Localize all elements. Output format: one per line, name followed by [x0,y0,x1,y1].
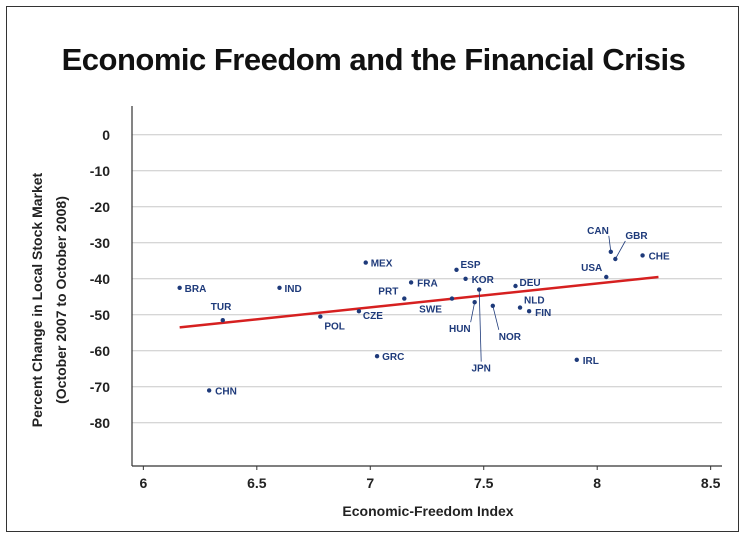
point-label: CAN [587,226,609,237]
data-point [574,357,579,362]
point-label: JPN [471,364,490,375]
leader-line [492,305,500,330]
point-label: FRA [417,278,438,289]
point-label: NOR [499,332,522,343]
x-tick-label: 6 [139,475,147,491]
point-label: HUN [449,324,471,335]
point-label: MEX [371,259,393,270]
point-label: GRC [382,352,404,363]
trendline-layer [179,275,659,329]
axes [131,106,722,470]
data-point [449,296,455,301]
data-point [454,267,459,272]
data-point [277,285,282,290]
leader-line [470,302,476,323]
data-point [374,354,380,359]
leader-line [608,235,612,252]
point-label: CZE [363,311,383,322]
tick-labels: 0 -10 -20 -30 -40 -50 -60 -70 -80 6 6.5 7 7.5 8 8.5 [90,127,721,491]
chart-title: Economic Freedom and the Financial Crisi… [61,42,686,77]
data-point [408,280,414,285]
data-point [513,283,518,289]
data-point [517,305,523,310]
trendline [179,275,659,329]
y-tick-label: -20 [90,199,110,215]
y-tick-label: -60 [90,343,110,359]
point-label: KOR [472,275,495,286]
data-point [476,287,482,292]
point-label: POL [324,322,345,333]
point-label: SWE [419,305,442,316]
point-label: NLD [524,296,545,307]
data-point [640,253,645,258]
point-label: DEU [520,278,541,289]
y-tick-label: -30 [90,235,110,251]
x-tick-label: 7 [366,475,374,491]
y-tick-label: -80 [90,415,110,431]
x-tick-label: 7.5 [474,475,494,491]
data-point [526,309,532,314]
point-label: GBR [625,231,648,242]
y-tick-label: 0 [102,127,110,143]
point-label: PRT [378,287,398,298]
point-label: BRA [185,284,207,295]
point-label: ESP [461,260,481,271]
x-tick-label: 8 [593,475,601,491]
point-label: IRL [583,356,599,367]
data-point [318,314,323,319]
gridlines [132,134,722,424]
point-label: TUR [211,302,232,313]
y-axis-label: Percent Change in Local Stock Market (Oc… [29,172,69,427]
point-label: CHE [649,251,670,262]
y-tick-label: -70 [90,379,110,395]
data-point [463,276,468,281]
data-point [356,309,362,314]
data-point [604,274,609,280]
point-label: FIN [535,308,551,319]
point-label: USA [581,263,602,274]
data-point [177,285,182,290]
point-label: CHN [215,386,237,397]
y-axis-label-line-2: (October 2007 to October 2008) [53,196,69,404]
y-tick-label: -50 [90,307,110,323]
x-tick-label: 6.5 [247,475,267,491]
data-point [220,318,225,323]
points-layer: BRA TUR CHN IND POL MEX CZE GRC PRT FRA ESP KOR SWE H… [177,226,670,397]
x-axis-label: Economic-Freedom Index [342,503,513,519]
x-tick-label: 8.5 [701,475,721,491]
y-axis-label-line-1: Percent Change in Local Stock Market [29,172,45,427]
data-point [402,296,407,301]
point-label: IND [285,284,302,295]
leader-line [478,289,482,362]
chart-frame [6,6,739,532]
data-point [206,388,212,393]
data-point [363,260,368,265]
y-tick-label: -40 [90,271,110,287]
leader-line [614,240,626,260]
y-tick-label: -10 [90,163,110,179]
